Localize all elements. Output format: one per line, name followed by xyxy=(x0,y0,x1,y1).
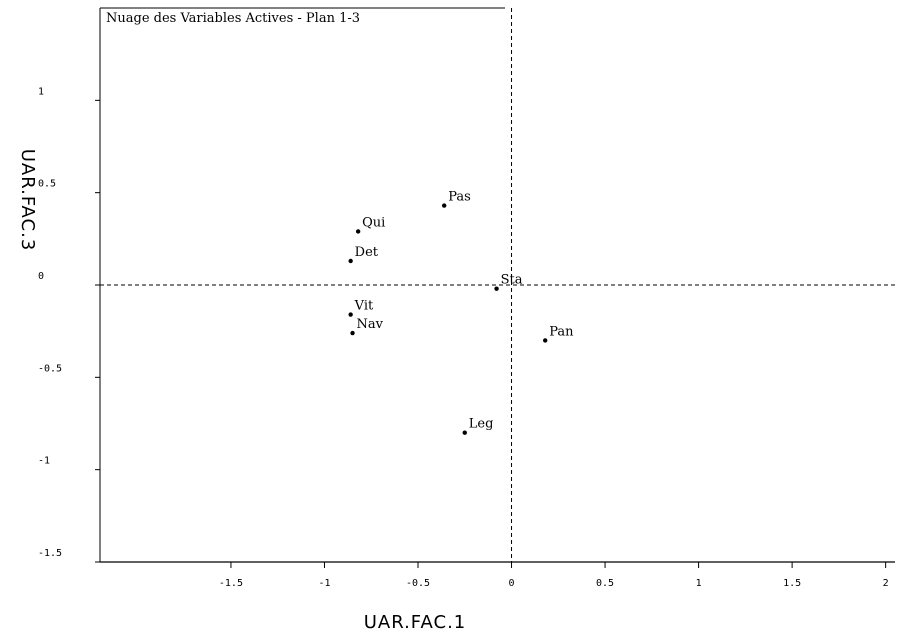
data-point-marker xyxy=(348,258,353,264)
point-qui: Qui xyxy=(355,215,385,234)
data-point-label: Vit xyxy=(354,299,374,314)
data-point-marker xyxy=(348,312,353,317)
data-point-label: Pas xyxy=(448,190,471,205)
data-point-label: Det xyxy=(355,245,379,260)
x-tick-label: 1.5 xyxy=(783,578,801,589)
y-tick-label: 0 xyxy=(38,271,44,282)
y-tick-label: -1 xyxy=(38,456,50,467)
point-vit: Vit xyxy=(348,299,374,317)
data-point-marker xyxy=(494,286,499,291)
reference-lines xyxy=(100,8,895,562)
y-tick-label: -0.5 xyxy=(38,363,62,374)
point-leg: Leg xyxy=(462,417,494,435)
y-tick-label: 1 xyxy=(38,86,44,97)
point-sta: Sta xyxy=(494,273,523,291)
x-tick-label: 1 xyxy=(696,578,702,589)
x-tick-label: -1 xyxy=(318,578,330,589)
data-point-label: Qui xyxy=(362,215,385,230)
data-point-label: Nav xyxy=(357,317,384,332)
point-pas: Pas xyxy=(441,190,471,208)
y-axis-label: UAR.FAC.3 xyxy=(17,149,38,252)
data-point-marker xyxy=(355,229,361,234)
y-tick-label: 0.5 xyxy=(38,179,56,190)
y-tick-label: -1.5 xyxy=(38,548,62,559)
data-point-label: Pan xyxy=(549,324,574,339)
x-axis-label: UAR.FAC.1 xyxy=(364,612,467,633)
data-point-marker xyxy=(441,203,447,208)
point-pan: Pan xyxy=(543,324,574,343)
data-point-label: Sta xyxy=(501,273,523,288)
data-point-marker xyxy=(543,338,548,343)
x-tick-label: 0 xyxy=(509,578,515,589)
x-tick-label: 2 xyxy=(883,578,889,589)
chart-title: Nuage des Variables Actives - Plan 1-3 xyxy=(106,11,360,26)
data-point-label: Leg xyxy=(469,417,494,432)
data-point-marker xyxy=(462,430,467,435)
x-tick-label: 0.5 xyxy=(596,578,614,589)
x-axis-ticks: -1.5 -1 -0.5 0 0.5 1 1.5 2 xyxy=(219,562,889,589)
x-tick-label: -1.5 xyxy=(219,578,243,589)
data-points: Pas Qui Det Sta Vit Nav Pan Leg xyxy=(348,190,574,435)
point-det: Det xyxy=(348,245,379,264)
x-tick-label: -0.5 xyxy=(406,578,430,589)
data-point-marker xyxy=(350,330,355,336)
y-axis-ticks: 1 0.5 0 -0.5 -1 -1.5 xyxy=(38,86,100,563)
point-nav: Nav xyxy=(350,317,384,336)
